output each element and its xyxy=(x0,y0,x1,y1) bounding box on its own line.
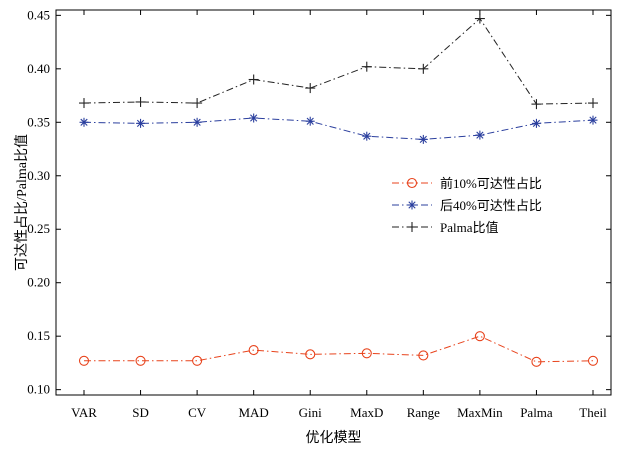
x-tick-label: Palma xyxy=(520,405,553,420)
x-axis-title: 优化模型 xyxy=(306,430,362,446)
x-tick-label: VAR xyxy=(71,405,97,420)
data-point xyxy=(418,134,428,144)
x-tick-label: SD xyxy=(132,405,149,420)
y-tick-label: 0.40 xyxy=(27,61,50,76)
data-point xyxy=(78,355,90,366)
data-point xyxy=(588,115,598,125)
x-tick-label: Gini xyxy=(299,405,323,420)
series-line-2 xyxy=(83,117,594,140)
legend-marker xyxy=(407,222,417,232)
data-point xyxy=(79,117,89,127)
data-point xyxy=(192,117,202,127)
x-tick-label: CV xyxy=(188,405,207,420)
data-point xyxy=(192,355,203,366)
data-point xyxy=(361,348,372,359)
y-tick-label: 0.30 xyxy=(27,168,50,183)
data-point xyxy=(136,118,146,128)
data-point xyxy=(474,13,485,24)
data-point xyxy=(361,61,372,72)
x-tick-label: MaxMin xyxy=(457,405,503,420)
series-line-3 xyxy=(83,17,594,105)
legend-label: 后40%可达性占比 xyxy=(440,198,542,213)
y-tick-label: 0.10 xyxy=(27,382,50,397)
y-tick-label: 0.35 xyxy=(27,114,50,129)
data-point xyxy=(248,74,259,85)
y-axis-ticks: 0.10 0.15 0.20 0.25 0.30 0.35 0.40 0.45 xyxy=(27,7,611,397)
data-point xyxy=(305,116,315,126)
data-point xyxy=(305,349,316,360)
plot-frame xyxy=(55,9,612,396)
legend-marker xyxy=(406,177,418,189)
data-point xyxy=(135,355,146,366)
data-point xyxy=(362,131,372,141)
data-point xyxy=(418,350,429,361)
plot-area xyxy=(55,9,612,396)
y-tick-label: 0.25 xyxy=(27,221,50,236)
data-point xyxy=(192,98,203,109)
y-tick-label: 0.20 xyxy=(27,275,50,290)
x-tick-label: Theil xyxy=(579,405,607,420)
y-tick-label: 0.15 xyxy=(27,328,50,343)
legend-label: Palma比值 xyxy=(440,220,499,235)
series-group xyxy=(78,13,599,367)
data-point xyxy=(418,63,429,74)
x-axis-ticks: VAR SD CV MAD Gini MaxD Range MaxMin Palma Theil xyxy=(71,10,607,420)
x-tick-label: Range xyxy=(407,405,440,420)
data-point xyxy=(531,118,541,128)
data-point xyxy=(249,113,259,123)
x-tick-label: MaxD xyxy=(350,405,383,420)
data-point xyxy=(531,356,542,367)
data-point xyxy=(79,98,89,109)
legend-label: 前10%可达性占比 xyxy=(440,176,542,191)
data-point xyxy=(474,331,485,342)
series-line-1 xyxy=(84,335,594,363)
data-point xyxy=(587,355,599,366)
y-axis-title: 可达性占比/Palma比值 xyxy=(14,134,30,271)
data-point xyxy=(475,130,485,140)
data-point xyxy=(588,98,598,109)
data-point xyxy=(248,345,259,356)
data-point xyxy=(305,83,316,94)
y-tick-label: 0.45 xyxy=(27,7,50,22)
legend-marker xyxy=(407,200,417,210)
data-point xyxy=(531,99,542,110)
x-tick-label: MAD xyxy=(238,405,268,420)
data-point xyxy=(135,96,146,107)
